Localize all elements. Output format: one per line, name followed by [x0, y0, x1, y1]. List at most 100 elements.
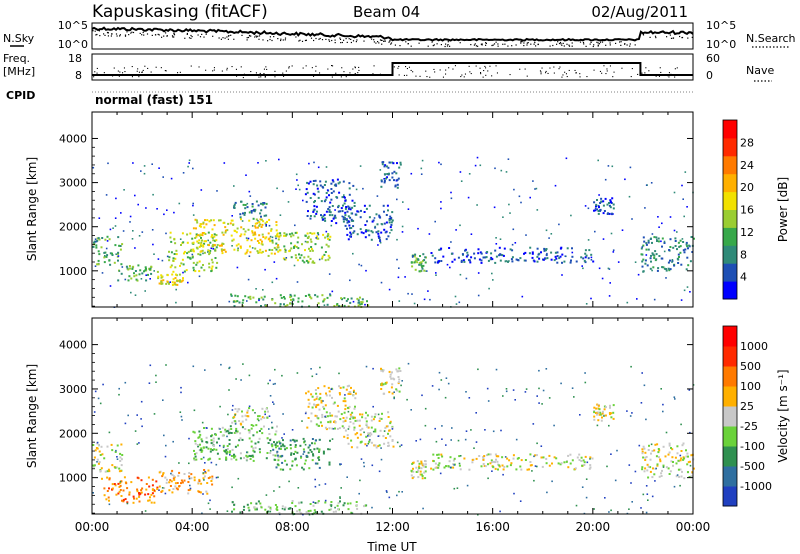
data-cell	[349, 417, 352, 420]
data-cell	[282, 257, 285, 260]
noise-search-point	[687, 37, 689, 39]
data-cell	[422, 259, 424, 262]
data-cell	[248, 407, 251, 410]
data-cell	[427, 290, 429, 292]
data-cell	[252, 234, 255, 237]
data-cell	[206, 427, 208, 429]
nave-point	[640, 74, 642, 76]
data-cell	[150, 493, 153, 496]
data-cell	[267, 382, 269, 385]
data-cell	[206, 219, 209, 222]
data-cell	[290, 453, 293, 456]
data-cell	[189, 232, 192, 235]
data-cell	[340, 305, 343, 308]
noise-search-point	[582, 41, 585, 44]
data-cell	[410, 474, 413, 477]
data-cell	[204, 471, 207, 474]
data-cell	[236, 266, 239, 269]
data-cell	[308, 513, 311, 516]
data-cell	[665, 431, 668, 434]
data-cell	[128, 491, 131, 494]
data-cell	[545, 368, 548, 370]
data-cell	[606, 465, 608, 468]
data-cell	[336, 303, 339, 305]
data-cell	[498, 246, 501, 249]
data-cell	[671, 456, 674, 459]
data-cell	[215, 448, 218, 451]
data-cell	[276, 233, 279, 236]
freq-right-tick-top: 60	[706, 52, 720, 65]
data-cell	[394, 185, 397, 188]
data-cell	[95, 244, 98, 247]
data-cell	[327, 386, 330, 389]
data-cell	[347, 298, 349, 301]
data-cell	[254, 226, 257, 229]
data-cell	[225, 452, 228, 455]
data-cell	[682, 458, 685, 461]
data-cell	[350, 416, 352, 418]
noise-search-point	[381, 43, 383, 45]
data-cell	[678, 256, 680, 258]
y-tick-label: 3000	[59, 383, 87, 396]
colorbar-swatch	[723, 263, 737, 282]
data-cell	[397, 381, 400, 384]
data-cell	[192, 266, 195, 269]
nave-point	[606, 70, 608, 72]
data-cell	[124, 278, 127, 281]
data-cell	[655, 258, 658, 261]
data-cell	[497, 468, 499, 471]
data-cell	[148, 268, 151, 271]
data-cell	[224, 430, 227, 433]
data-cell	[116, 444, 119, 447]
data-cell	[420, 264, 423, 267]
data-cell	[679, 468, 682, 471]
data-cell	[116, 458, 119, 460]
data-cell	[422, 463, 425, 466]
data-cell	[509, 464, 512, 467]
data-cell	[363, 431, 365, 434]
data-cell	[277, 235, 280, 238]
data-cell	[314, 389, 317, 391]
data-cell	[432, 468, 435, 471]
data-cell	[265, 304, 268, 307]
data-cell	[353, 428, 356, 431]
data-cell	[431, 385, 434, 387]
data-cell	[207, 239, 209, 242]
noise-search-point	[410, 45, 412, 47]
data-cell	[209, 249, 212, 252]
data-cell	[219, 444, 221, 447]
data-cell	[344, 199, 347, 202]
data-cell	[318, 466, 321, 469]
data-cell	[247, 429, 250, 432]
data-cell	[294, 450, 297, 453]
nave-point	[426, 76, 428, 78]
nave-point	[147, 67, 149, 69]
data-cell	[257, 219, 259, 222]
data-cell	[288, 507, 291, 510]
data-cell	[642, 236, 645, 239]
data-cell	[343, 426, 345, 429]
data-cell	[140, 400, 143, 403]
data-cell	[438, 371, 441, 374]
data-cell	[396, 258, 398, 261]
data-cell	[308, 467, 311, 470]
noise-search-point	[190, 34, 192, 37]
data-cell	[656, 443, 659, 446]
data-cell	[135, 278, 138, 281]
data-cell	[281, 443, 284, 446]
data-cell	[663, 250, 666, 253]
data-cell	[258, 224, 261, 227]
data-cell	[161, 489, 164, 492]
data-cell	[308, 444, 311, 447]
data-cell	[161, 475, 164, 478]
data-cell	[203, 269, 206, 272]
data-cell	[179, 280, 181, 283]
data-cell	[466, 251, 469, 254]
data-cell	[374, 444, 377, 447]
data-cell	[237, 247, 239, 250]
data-cell	[584, 381, 587, 384]
data-cell	[608, 268, 611, 270]
noise-panel: N.Sky 10^5 10^0 10^5 10^0 N.Search	[3, 19, 796, 51]
data-cell	[302, 468, 305, 471]
